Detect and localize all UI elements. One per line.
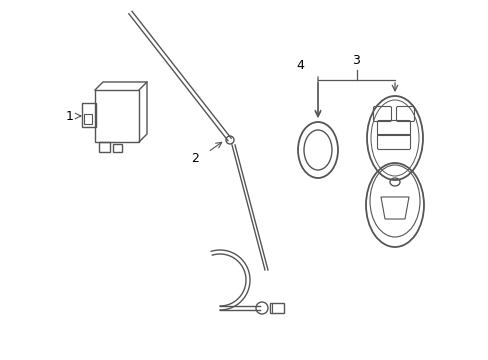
Bar xyxy=(269,303,284,313)
Text: 1: 1 xyxy=(66,109,74,122)
Bar xyxy=(84,114,92,124)
Bar xyxy=(95,90,139,142)
Bar xyxy=(82,103,96,127)
Bar xyxy=(113,144,122,152)
Text: 4: 4 xyxy=(295,59,304,72)
Bar xyxy=(99,142,110,152)
Text: 2: 2 xyxy=(191,152,199,165)
Text: 3: 3 xyxy=(352,54,360,67)
